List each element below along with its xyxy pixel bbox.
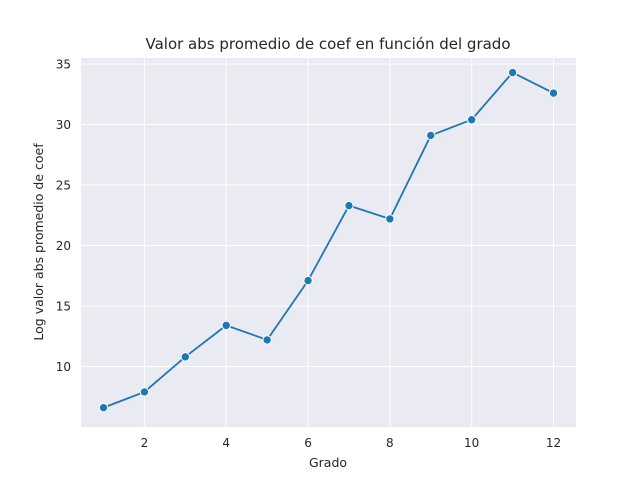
- data-point: [139, 387, 150, 397]
- data-point: [344, 200, 354, 211]
- y-tick-label: 25: [56, 179, 71, 193]
- x-axis-ticks: 2 4 6 8 10 12: [141, 436, 562, 450]
- series-layer: [98, 67, 559, 413]
- x-tick-label: 8: [386, 436, 394, 450]
- data-point: [221, 320, 231, 331]
- x-tick-label: 2: [141, 436, 149, 450]
- x-tick-label: 10: [464, 436, 479, 450]
- data-point: [180, 352, 191, 362]
- data-point: [466, 115, 477, 125]
- y-tick-label: 10: [56, 360, 71, 374]
- x-tick-label: 6: [304, 436, 312, 450]
- y-tick-label: 15: [56, 300, 71, 314]
- data-point: [262, 335, 272, 345]
- x-tick-label: 12: [546, 436, 561, 450]
- data-point: [548, 88, 559, 98]
- series-line: [103, 71, 554, 409]
- data-point: [507, 67, 518, 78]
- y-tick-label: 30: [56, 118, 71, 132]
- data-point: [426, 130, 436, 141]
- x-tick-label: 4: [222, 436, 230, 450]
- y-axis-ticks: 10 15 20 25 30 35: [56, 58, 71, 374]
- data-point: [385, 214, 395, 224]
- y-tick-label: 20: [56, 239, 71, 253]
- data-point: [98, 402, 109, 413]
- chart-title: Valor abs promedio de coef en función de…: [145, 35, 510, 53]
- x-axis-label: Grado: [309, 455, 347, 470]
- data-point: [303, 275, 313, 286]
- y-tick-label: 35: [56, 58, 71, 72]
- y-axis-label: Log valor abs promedio de coef: [31, 143, 46, 341]
- grid-lines: [81, 58, 576, 427]
